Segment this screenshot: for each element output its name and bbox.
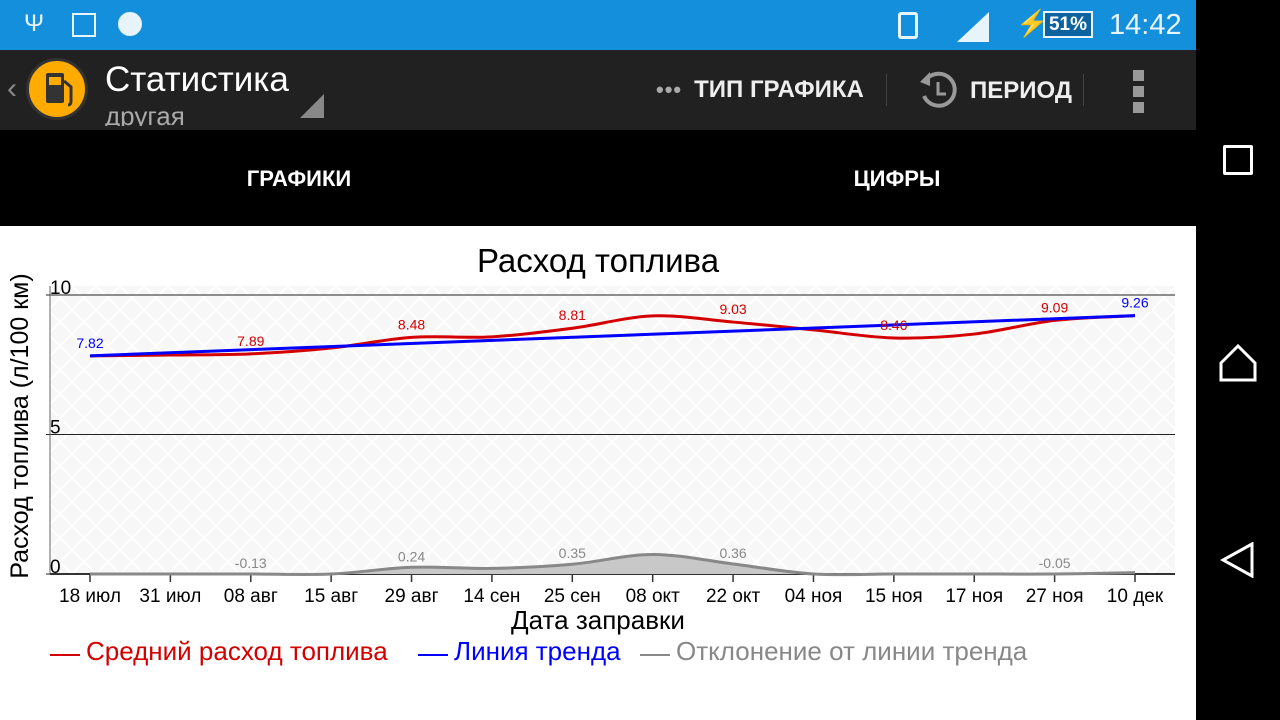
x-tick-label: 04 ноя — [785, 586, 843, 607]
data-label: 7.82 — [76, 335, 103, 351]
action-bar: ‹ Статистика другая ••• ТИП ГРАФИКА ПЕРИ… — [0, 50, 1196, 130]
recent-apps-icon[interactable] — [1223, 145, 1253, 175]
fuel-pump-icon[interactable] — [26, 58, 88, 120]
period-button[interactable]: ПЕРИОД — [918, 70, 1072, 112]
x-tick-label: 31 июл — [139, 586, 201, 607]
navigation-bar — [1196, 0, 1280, 720]
spinner-arrow-icon[interactable] — [300, 94, 324, 118]
legend-avg: Средний расход топлива — [50, 636, 388, 667]
x-tick-label: 29 авг — [385, 586, 439, 607]
trend-line — [89, 314, 1136, 358]
chart-title: Расход топлива — [477, 242, 720, 279]
plot-background — [50, 286, 1175, 574]
x-tick-label: 22 окт — [706, 586, 761, 607]
page-title: Статистика — [105, 60, 289, 99]
data-label: 0.36 — [719, 545, 746, 561]
data-label: 9.03 — [719, 301, 746, 317]
usb-icon: Ψ — [24, 10, 45, 37]
data-label: 8.46 — [880, 317, 907, 333]
tab-numbers[interactable]: ЦИФРЫ — [853, 166, 941, 191]
charging-icon: ⚡ — [1016, 8, 1049, 38]
tab-charts[interactable]: ГРАФИКИ — [246, 166, 352, 191]
data-label: 9.09 — [1041, 299, 1068, 315]
spinner-value[interactable]: другая — [105, 101, 185, 126]
x-tick-label: 25 сен — [544, 586, 601, 607]
x-tick-label: 15 ноя — [865, 586, 923, 607]
chart-panel: Расход топлива 0 5 10 18 июл 31 июл 08 авг 15 а… — [0, 226, 1196, 720]
status-bar: Ψ ⚡ 51% 14:42 — [0, 0, 1196, 50]
home-icon[interactable] — [1218, 343, 1258, 383]
vibrate-icon — [898, 12, 918, 39]
tab-bar: ГРАФИКИ ЦИФРЫ — [0, 130, 1196, 356]
divider — [886, 74, 887, 106]
back-icon[interactable] — [1220, 542, 1256, 578]
y-axis-label: Расход топлива (л/100 км) — [6, 273, 34, 578]
disc-alert-icon — [118, 12, 142, 36]
x-tick-label: 10 дек — [1107, 586, 1164, 607]
fuel-consumption-chart: Расход топлива 0 5 10 18 июл 31 июл 08 авг 15 а… — [6, 242, 1175, 635]
legend-label: Линия тренда — [454, 636, 621, 666]
legend-label: Отклонение от линии тренда — [676, 636, 1028, 666]
battery-level: 51% — [1043, 11, 1093, 38]
legend-deviation: Отклонение от линии тренда — [640, 636, 1027, 667]
legend-trend: Линия тренда — [418, 636, 621, 667]
chart-type-button[interactable]: ••• ТИП ГРАФИКА — [656, 76, 864, 104]
deviation-area — [90, 554, 1135, 575]
y-tick-label: 10 — [50, 278, 71, 299]
history-icon — [920, 71, 957, 108]
divider — [1083, 74, 1084, 106]
avg-consumption-line — [89, 314, 1136, 358]
data-label: -0.13 — [235, 555, 267, 571]
x-tick-label: 08 авг — [224, 586, 278, 607]
x-tick-label: 27 ноя — [1026, 586, 1084, 607]
image-icon — [72, 13, 96, 37]
chart-type-label: ТИП ГРАФИКА — [694, 76, 864, 103]
data-label: 7.89 — [237, 333, 264, 349]
x-tick-label: 17 ноя — [945, 586, 1003, 607]
data-label: 0.35 — [559, 545, 586, 561]
data-label: 8.81 — [559, 307, 586, 323]
clock: 14:42 — [1109, 9, 1182, 41]
x-tick-label: 08 окт — [626, 586, 681, 607]
chevron-left-icon[interactable]: ‹ — [7, 72, 17, 105]
overflow-menu-icon[interactable] — [1133, 70, 1145, 118]
data-label: 8.48 — [398, 316, 425, 332]
legend-label: Средний расход топлива — [86, 636, 388, 666]
data-label: -0.05 — [1039, 555, 1071, 571]
x-tick-label: 18 июл — [59, 586, 121, 607]
x-axis-label: Дата заправки — [511, 605, 685, 635]
deviation-line — [90, 552, 1136, 577]
dots-icon: ••• — [656, 77, 683, 102]
data-label: 0.24 — [398, 548, 425, 564]
period-label: ПЕРИОД — [970, 77, 1072, 104]
data-label: 9.26 — [1121, 295, 1148, 311]
x-tick-label: 14 сен — [463, 586, 520, 607]
y-tick-label: 0 — [50, 557, 61, 578]
y-tick-label: 5 — [50, 418, 61, 439]
x-tick-label: 15 авг — [304, 586, 358, 607]
signal-icon — [957, 12, 989, 42]
